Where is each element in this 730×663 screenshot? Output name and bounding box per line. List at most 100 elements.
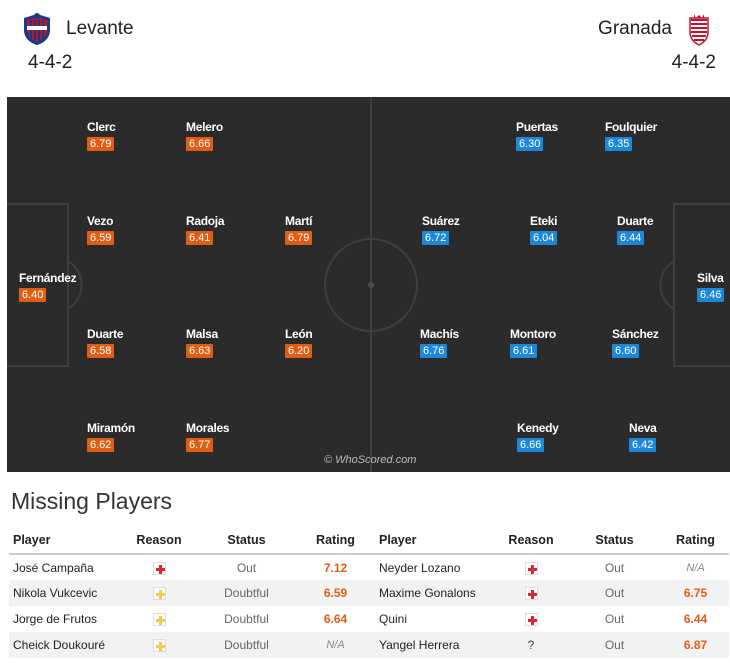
table-row: Nikola Vukcevic Doubtful 6.59 Maxime Gon… — [9, 580, 729, 606]
player-name: Suárez — [422, 214, 460, 228]
home-team[interactable]: Levante — [20, 12, 134, 46]
player-rating: 6.44 — [683, 612, 708, 626]
player-rating: 6.20 — [285, 344, 313, 358]
player-rating: 6.75 — [662, 580, 729, 606]
status: Out — [236, 560, 257, 575]
player-rating: 7.12 — [323, 560, 348, 575]
status: Doubtful — [199, 632, 294, 658]
home-player[interactable]: Melero 6.66 — [186, 120, 276, 152]
home-team-name: Levante — [66, 18, 134, 39]
status: Out — [604, 612, 625, 626]
away-team-name: Granada — [598, 18, 672, 39]
table-row: Cheick Doukouré Doubtful N/A Yangel Herr… — [9, 632, 729, 658]
player-rating: 6.58 — [87, 344, 115, 358]
column-header: Rating — [662, 526, 729, 555]
away-player[interactable]: Machís 6.76 — [420, 327, 510, 359]
player-rating: 6.30 — [516, 137, 544, 151]
home-player-name[interactable]: José Campaña — [13, 560, 94, 575]
player-name: León — [285, 327, 313, 341]
player-name: Fernández — [19, 271, 77, 285]
column-header: Player — [9, 526, 119, 555]
home-player[interactable]: León 6.20 — [285, 327, 375, 359]
away-team[interactable]: Granada — [598, 12, 716, 46]
player-rating: 6.59 — [87, 231, 115, 245]
doubtful-icon — [119, 632, 199, 658]
player-rating: 6.44 — [617, 231, 645, 245]
home-player[interactable]: Morales 6.77 — [186, 421, 276, 453]
home-player[interactable]: Martí 6.79 — [285, 214, 375, 246]
status: Out — [567, 580, 662, 606]
away-player[interactable]: Suárez 6.72 — [422, 214, 512, 246]
player-name: Silva — [697, 271, 724, 285]
home-player[interactable]: Duarte 6.58 — [87, 327, 177, 359]
table-row: José Campaña Out 7.12 Neyder Lozano Out … — [9, 554, 729, 580]
player-rating: 6.64 — [323, 612, 348, 626]
player-rating: 6.41 — [186, 231, 214, 245]
away-player[interactable]: Puertas 6.30 — [516, 120, 606, 152]
home-player[interactable]: Fernández 6.40 — [19, 271, 109, 303]
player-rating: 6.79 — [285, 231, 313, 245]
player-rating: 6.40 — [19, 288, 47, 302]
player-name: Foulquier — [605, 120, 657, 134]
home-player-name[interactable]: Jorge de Frutos — [13, 612, 98, 626]
away-player[interactable]: Silva 6.46 — [697, 271, 727, 303]
home-player[interactable]: Clerc 6.79 — [87, 120, 177, 152]
player-rating: 6.35 — [605, 137, 633, 151]
player-name: Melero — [186, 120, 223, 134]
away-player[interactable]: Foulquier 6.35 — [605, 120, 695, 152]
away-player-name[interactable]: Neyder Lozano — [379, 560, 461, 575]
levante-crest-icon — [24, 13, 50, 45]
home-player[interactable]: Miramón 6.62 — [87, 421, 177, 453]
player-rating: 6.46 — [697, 288, 725, 302]
player-name: Sánchez — [612, 327, 659, 341]
home-player-name[interactable]: Nikola Vukcevic — [9, 580, 119, 606]
unknown-reason-icon: ? — [495, 632, 567, 658]
player-rating: 6.79 — [87, 137, 115, 151]
player-rating: 6.66 — [517, 438, 545, 452]
missing-players-table: Player Reason Status Rating Player Reaso… — [9, 526, 729, 658]
player-name: Malsa — [186, 327, 218, 341]
away-player[interactable]: Kenedy 6.66 — [517, 421, 607, 453]
player-rating: N/A — [294, 632, 377, 658]
player-name: Montoro — [510, 327, 556, 341]
injury-icon — [495, 554, 567, 580]
player-rating: 6.42 — [629, 438, 657, 452]
away-player-name[interactable]: Maxime Gonalons — [377, 580, 495, 606]
column-header: Player — [377, 526, 495, 555]
status: Out — [604, 560, 625, 575]
home-player[interactable]: Malsa 6.63 — [186, 327, 276, 359]
column-header: Rating — [294, 526, 377, 555]
player-rating: 6.62 — [87, 438, 115, 452]
table-row: Jorge de Frutos Doubtful 6.64 Quini Out … — [9, 606, 729, 632]
player-name: Duarte — [617, 214, 654, 228]
column-header: Reason — [495, 526, 567, 555]
player-name: Vezo — [87, 214, 114, 228]
away-player[interactable]: Montoro 6.61 — [510, 327, 600, 359]
away-formation: 4-4-2 — [671, 52, 716, 73]
status: Doubtful — [199, 580, 294, 606]
away-player[interactable]: Eteki 6.04 — [530, 214, 620, 246]
home-player[interactable]: Vezo 6.59 — [87, 214, 177, 246]
player-rating: 6.76 — [420, 344, 448, 358]
away-player-name[interactable]: Yangel Herrera — [377, 632, 495, 658]
home-player-name[interactable]: Cheick Doukouré — [9, 632, 119, 658]
doubtful-icon — [119, 606, 199, 632]
away-player[interactable]: Duarte 6.44 — [617, 214, 707, 246]
away-player-name[interactable]: Quini — [379, 612, 408, 626]
player-rating: 6.61 — [510, 344, 538, 358]
player-name: Clerc — [87, 120, 116, 134]
player-rating: 6.60 — [612, 344, 640, 358]
player-rating: 6.72 — [422, 231, 450, 245]
home-player[interactable]: Radoja 6.41 — [186, 214, 276, 246]
player-name: Miramón — [87, 421, 135, 435]
player-rating: 6.66 — [186, 137, 214, 151]
column-header: Status — [567, 526, 662, 555]
away-player[interactable]: Neva 6.42 — [629, 421, 719, 453]
player-name: Martí — [285, 214, 313, 228]
away-player[interactable]: Sánchez 6.60 — [612, 327, 702, 359]
watermark: © WhoScored.com — [324, 454, 417, 466]
match-header: Levante 4-4-2 Granada 4-4-2 — [0, 0, 730, 92]
question-mark: ? — [527, 638, 535, 652]
player-name: Radoja — [186, 214, 225, 228]
player-rating: 6.77 — [186, 438, 214, 452]
